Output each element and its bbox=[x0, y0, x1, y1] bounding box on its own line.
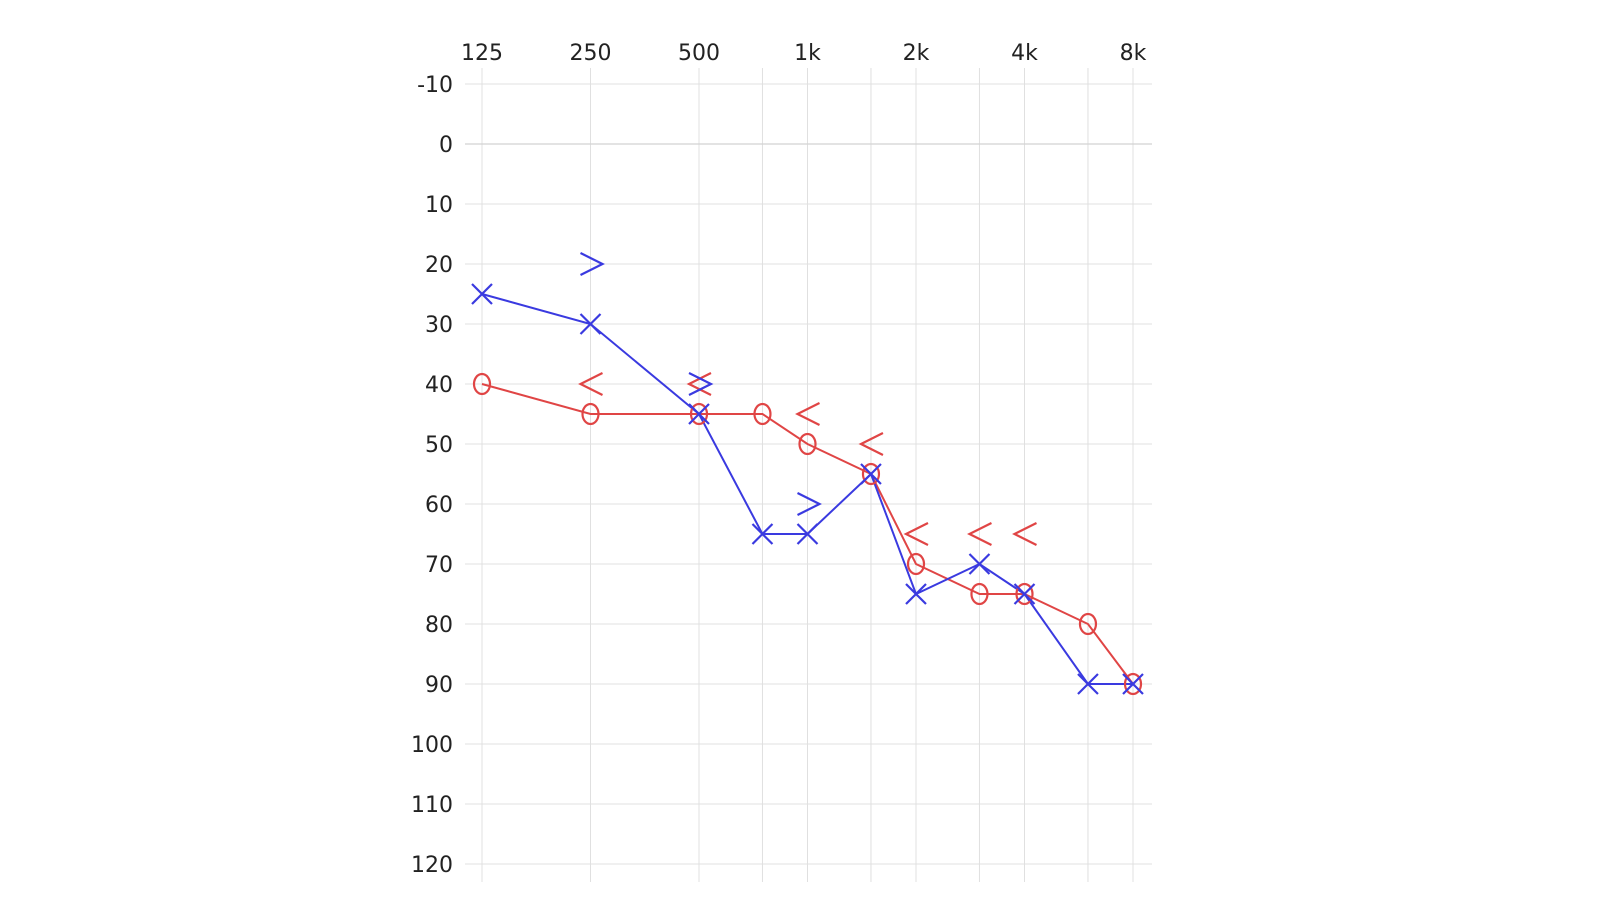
circle-marker bbox=[1123, 672, 1143, 696]
circle-marker bbox=[1078, 612, 1098, 636]
cross-marker bbox=[471, 283, 493, 305]
circle-marker bbox=[689, 402, 709, 426]
circle-marker bbox=[906, 552, 926, 576]
circle-marker bbox=[472, 372, 492, 396]
left-bracket-marker bbox=[795, 402, 820, 426]
cross-marker bbox=[1122, 673, 1144, 695]
x-tick-label: 1k bbox=[794, 41, 821, 66]
cross-marker bbox=[860, 463, 882, 485]
y-tick-label: 20 bbox=[425, 253, 453, 278]
grid-layer bbox=[465, 68, 1152, 882]
cross-marker bbox=[688, 403, 710, 425]
series-symbols bbox=[471, 252, 1144, 696]
y-tick-label: 80 bbox=[425, 613, 453, 638]
x-axis-tick-labels: 125 250 500 1k 2k 4k 8k bbox=[461, 41, 1147, 66]
circle-marker bbox=[581, 402, 600, 426]
circle-marker bbox=[861, 462, 881, 486]
circle-marker bbox=[1015, 582, 1034, 606]
y-axis-tick-labels: -10 0 10 20 30 40 50 60 70 80 90 100 110 120 bbox=[411, 73, 453, 878]
left-bracket-marker bbox=[903, 522, 929, 546]
y-tick-label: 120 bbox=[411, 853, 453, 878]
left-bracket-marker bbox=[578, 372, 603, 396]
left-bracket-marker bbox=[967, 522, 992, 546]
y-tick-label: 100 bbox=[411, 733, 453, 758]
x-tick-label: 8k bbox=[1120, 41, 1147, 66]
y-tick-label: 90 bbox=[425, 673, 453, 698]
cross-marker bbox=[796, 523, 819, 545]
circle-marker bbox=[970, 582, 989, 606]
y-tick-label: 60 bbox=[425, 493, 453, 518]
cross-marker bbox=[968, 553, 991, 575]
left-bracket-marker bbox=[1012, 522, 1037, 546]
x-tick-label: 500 bbox=[678, 41, 720, 66]
circle-marker bbox=[798, 432, 817, 456]
y-tick-label: -10 bbox=[417, 73, 453, 98]
y-tick-label: 0 bbox=[439, 133, 453, 158]
right-bracket-marker bbox=[688, 372, 714, 396]
y-tick-label: 110 bbox=[411, 793, 453, 818]
cross-marker bbox=[579, 313, 602, 335]
x-tick-label: 250 bbox=[570, 41, 612, 66]
cross-marker bbox=[751, 523, 774, 545]
circle-marker bbox=[753, 402, 772, 426]
cross-marker bbox=[905, 583, 927, 605]
x-tick-label: 4k bbox=[1011, 41, 1038, 66]
x-tick-label: 2k bbox=[903, 41, 930, 66]
left-bracket-marker bbox=[858, 432, 884, 456]
y-tick-label: 50 bbox=[425, 433, 453, 458]
cross-marker bbox=[1013, 583, 1036, 605]
cross-marker bbox=[1077, 673, 1099, 695]
right-bracket-marker bbox=[797, 492, 822, 516]
y-tick-label: 70 bbox=[425, 553, 453, 578]
y-tick-label: 30 bbox=[425, 313, 453, 338]
y-tick-label: 10 bbox=[425, 193, 453, 218]
right-bracket-marker bbox=[580, 252, 605, 276]
y-tick-label: 40 bbox=[425, 373, 453, 398]
x-tick-label: 125 bbox=[461, 41, 503, 66]
left-bracket-marker bbox=[686, 372, 712, 396]
